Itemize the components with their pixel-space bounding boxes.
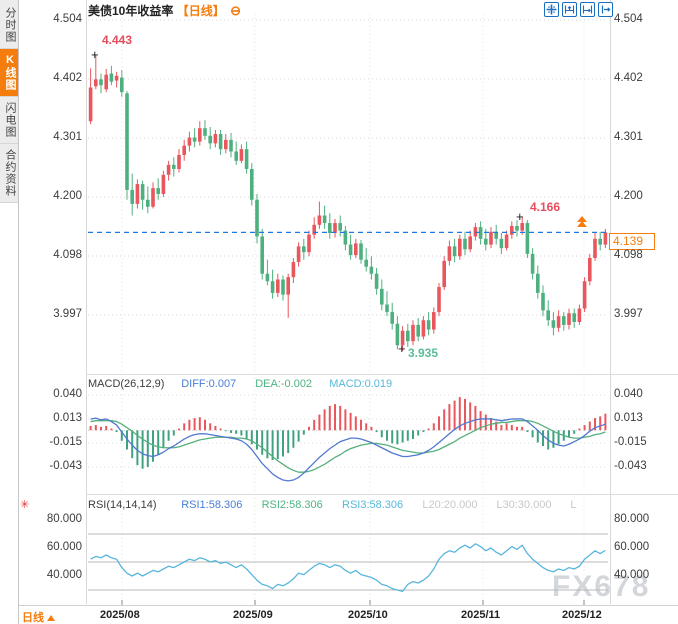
time-axis-month-label: 2025/08 bbox=[100, 609, 140, 621]
sidebar-tab-kline-chart[interactable]: K线图 bbox=[0, 49, 18, 97]
sidebar-tab-contract-info[interactable]: 合约资料 bbox=[0, 144, 18, 203]
time-axis-month-label: 2025/11 bbox=[461, 609, 501, 621]
period-dropdown-label: 日线 bbox=[22, 612, 44, 624]
pan-right-icon[interactable] bbox=[598, 2, 613, 17]
sidebar-tab-time-chart[interactable]: 分时图 bbox=[0, 2, 18, 49]
time-axis-month-label: 2025/09 bbox=[233, 609, 273, 621]
compress-left-icon[interactable] bbox=[562, 2, 577, 17]
collapse-icon[interactable]: ⊖ bbox=[230, 3, 241, 18]
rsi-settings-icon[interactable]: ✳ bbox=[20, 499, 30, 511]
chart-toolbar bbox=[544, 2, 613, 17]
time-axis-month-label: 2025/12 bbox=[562, 609, 602, 621]
sidebar-tab-lightning-chart[interactable]: 闪电图 bbox=[0, 97, 18, 144]
chart-type-sidebar: 分时图 K线图 闪电图 合约资料 bbox=[0, 0, 19, 624]
period-dropdown[interactable]: 日线 bbox=[22, 609, 55, 624]
crosshair-icon[interactable] bbox=[544, 2, 559, 17]
time-axis-month-label: 2025/10 bbox=[348, 609, 388, 621]
time-axis-bar: 日线 2025/08 2025/09 2025/10 2025/11 2025/12 bbox=[0, 605, 678, 624]
compress-right-icon[interactable] bbox=[580, 2, 595, 17]
dropdown-up-icon bbox=[47, 615, 55, 621]
